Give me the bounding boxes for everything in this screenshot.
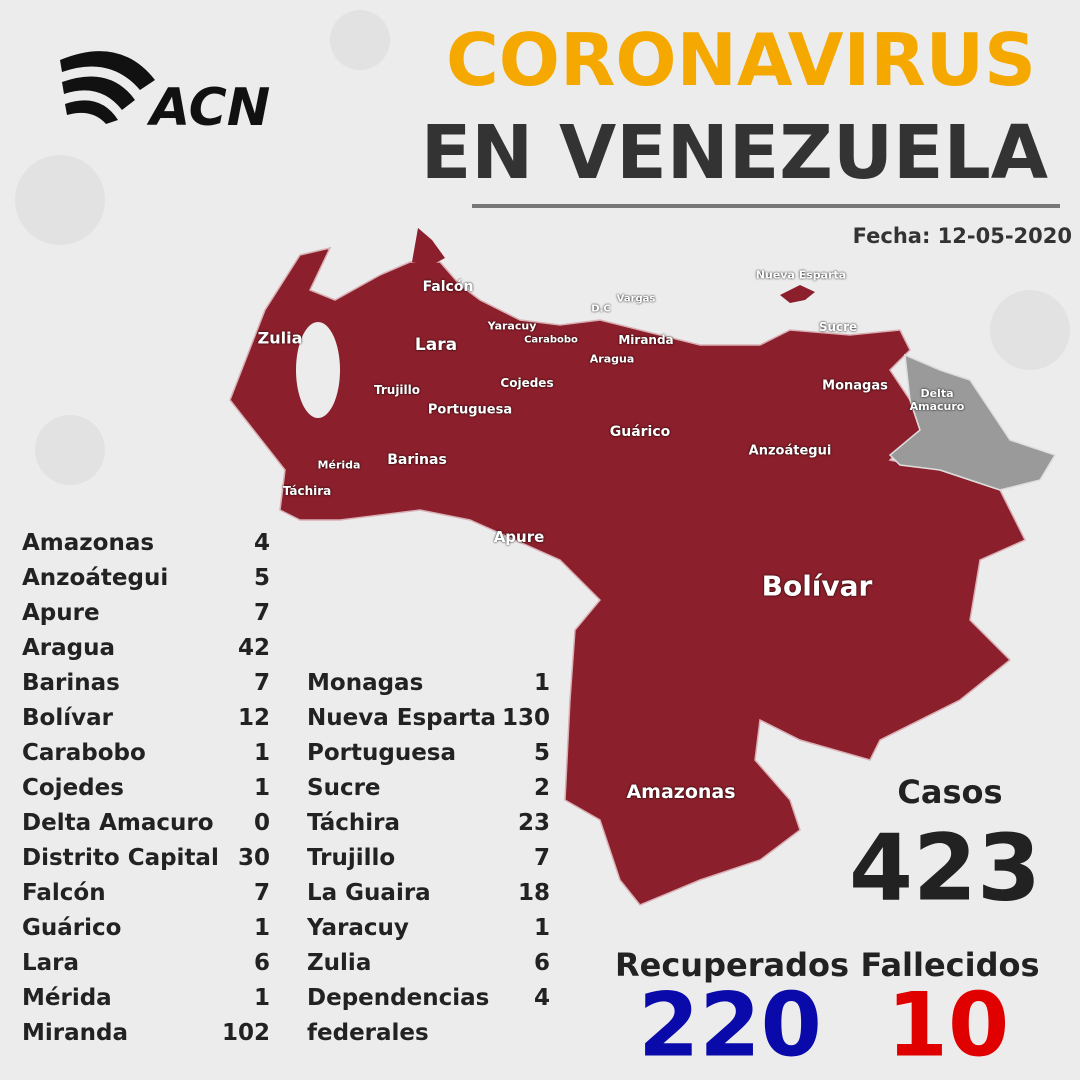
title-line1: CORONAVIRUS (445, 18, 1036, 102)
logo-text: ACN (150, 78, 271, 138)
row-name: Yaracuy (307, 915, 409, 941)
row-name: Apure (22, 600, 100, 626)
row-name: Nueva Esparta (307, 705, 496, 731)
row-name: Miranda (22, 1020, 128, 1046)
row-count: 102 (221, 1020, 270, 1046)
row-count: 2 (533, 775, 550, 801)
row-name: Monagas (307, 670, 424, 696)
lake (296, 322, 340, 418)
row-name: Amazonas (22, 530, 155, 556)
row-name: Aragua (22, 635, 116, 661)
row-name: Sucre (307, 775, 381, 801)
date: Fecha: 12-05-2020 (852, 224, 1072, 248)
region-label: Vargas (616, 293, 656, 305)
row-count: 4 (253, 530, 270, 556)
region-label: Amazonas (626, 781, 736, 803)
region-label: Apure (493, 528, 545, 546)
region-label: Trujillo (373, 383, 421, 397)
region-label: Lara (414, 335, 458, 355)
deaths-label: Fallecidos (860, 946, 1040, 984)
recovered-value: 220 (638, 973, 822, 1077)
recovered-label: Recuperados (614, 946, 850, 984)
row-name: Trujillo (307, 845, 396, 871)
row-count: 5 (253, 565, 270, 591)
region-label: Carabobo (524, 334, 578, 346)
row-name: Bolívar (22, 705, 113, 731)
row-name: Dependencias federales (307, 985, 490, 1046)
row-name: Portuguesa (307, 740, 457, 766)
region-label: Delta Amacuro (909, 387, 965, 413)
region-label: Portuguesa (427, 402, 513, 418)
deaths-value: 10 (886, 973, 1010, 1077)
row-name: Cojedes (22, 775, 124, 801)
row-count: 1 (533, 670, 550, 696)
region-label: Monagas (822, 378, 888, 394)
logo-swoosh (60, 51, 155, 124)
row-count: 5 (533, 740, 550, 766)
region-label: Falcón (422, 279, 474, 295)
region-label: Mérida (317, 458, 361, 472)
row-name: Mérida (22, 985, 112, 1011)
row-count: 1 (253, 985, 270, 1011)
row-count: 0 (253, 810, 270, 836)
row-count: 42 (237, 635, 270, 661)
region-label: Táchira (282, 484, 332, 498)
island (780, 285, 815, 303)
row-count: 7 (253, 880, 270, 906)
row-count: 4 (533, 985, 550, 1011)
row-count: 1 (253, 915, 270, 941)
row-count: 6 (533, 950, 550, 976)
row-count: 12 (237, 705, 270, 731)
region-label: Barinas (387, 452, 447, 468)
cases-value: 423 (848, 814, 1042, 922)
row-name: Táchira (307, 810, 400, 836)
row-count: 1 (533, 915, 550, 941)
row-count: 23 (517, 810, 550, 836)
delta-shape (888, 353, 1057, 491)
row-count: 18 (517, 880, 550, 906)
row-name: Guárico (22, 915, 122, 941)
row-count: 1 (253, 775, 270, 801)
row-name: Anzoátegui (22, 565, 169, 591)
falcon-peninsula (412, 228, 445, 266)
cases-label: Casos (897, 773, 1003, 811)
row-count: 7 (253, 670, 270, 696)
row-name: Carabobo (22, 740, 146, 766)
background-virus (15, 10, 1070, 485)
region-label: Guárico (609, 424, 671, 440)
row-count: 30 (237, 845, 270, 871)
region-label: Anzoátegui (748, 443, 832, 459)
row-count: 6 (253, 950, 270, 976)
row-name: La Guaira (307, 880, 431, 906)
row-name: Delta Amacuro (22, 810, 214, 836)
region-label: Bolívar (761, 569, 873, 603)
row-name: Barinas (22, 670, 120, 696)
region-label: Aragua (589, 352, 635, 366)
row-count: 7 (253, 600, 270, 626)
title-line2: EN VENEZUELA (420, 110, 1048, 196)
region-label: Sucre (818, 320, 858, 334)
row-name: Falcón (22, 880, 106, 906)
region-label: Miranda (618, 333, 674, 347)
region-label: Cojedes (500, 376, 554, 390)
region-label: D.C (591, 303, 611, 315)
row-name: Distrito Capital (22, 845, 219, 871)
row-count: 7 (533, 845, 550, 871)
row-name: Zulia (307, 950, 372, 976)
row-count: 130 (501, 705, 550, 731)
region-label: Zulia (257, 328, 303, 348)
region-label: Yaracuy (487, 319, 537, 333)
row-count: 1 (253, 740, 270, 766)
row-name: Lara (22, 950, 80, 976)
region-label: Nueva Esparta (755, 268, 847, 282)
